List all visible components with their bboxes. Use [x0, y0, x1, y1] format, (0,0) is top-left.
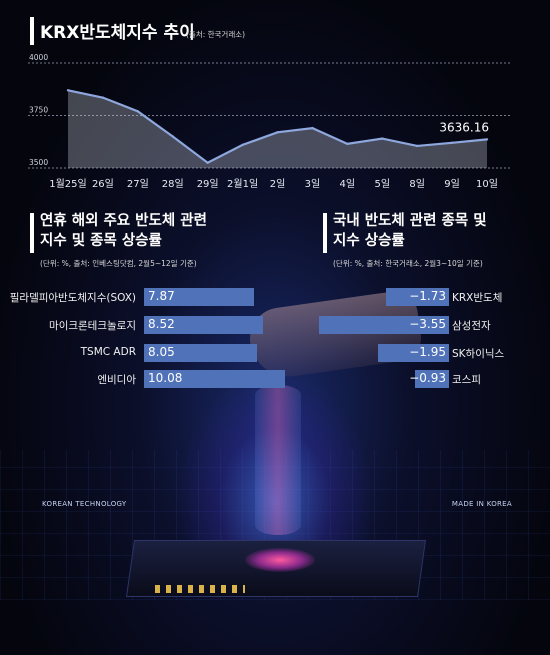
left-section-note: (단위: %, 출처: 인베스팅닷컴, 2월5~12일 기준) [40, 259, 197, 268]
bar-value-label: −1.95 [409, 345, 446, 359]
hologram-cylinder [255, 385, 301, 535]
chip-pins [155, 585, 245, 593]
bar-label: 필라델피아반도체지수(SOX) [9, 292, 136, 304]
chip-glow [245, 548, 315, 572]
made-in-korea-text: MADE IN KOREA [451, 500, 512, 508]
bar-label: SK하이닉스 [452, 348, 505, 360]
right-title-line1: 국내 반도체 관련 종목 및 [333, 213, 487, 229]
x-tick-label: 2일 [270, 178, 286, 190]
bar [319, 316, 449, 334]
bar-label: 엔비디아 [97, 374, 136, 386]
x-tick-label: 26일 [92, 178, 114, 190]
data-point [241, 143, 244, 147]
x-tick-label: 1월25일 [49, 178, 87, 190]
left-title-line2: 지수 및 종목 상승률 [40, 233, 162, 249]
x-tick-label: 28일 [162, 178, 184, 190]
data-point [171, 135, 174, 138]
data-point [450, 141, 454, 144]
data-point [136, 110, 140, 113]
bar-label: 마이크론테크놀로지 [49, 320, 136, 332]
korean-technology-text: KOREAN TECHNOLOGY [42, 500, 127, 508]
bar-label: 코스피 [452, 374, 481, 386]
x-tick-label: 5일 [374, 178, 390, 190]
right-section-note: (단위: %, 출처: 한국거래소, 2월3~10일 기준) [333, 259, 483, 268]
y-tick-label: 4000 [29, 53, 48, 62]
bar-value-label: 8.52 [148, 317, 175, 331]
x-tick-label: 8일 [409, 178, 425, 190]
data-point [101, 96, 105, 99]
data-point [66, 89, 70, 92]
bar [385, 288, 449, 306]
bar [144, 344, 257, 362]
krx-line-chart: 4000 3750 3500 1월25일 26일 27일 28일 29일 2월1일 2일 3일 4일 5… [28, 53, 510, 190]
bar-label: 삼성전자 [452, 320, 491, 332]
last-value-label: 3636.16 [439, 120, 489, 134]
x-tick-label: 4일 [340, 178, 356, 190]
right-title-line2: 지수 상승률 [333, 233, 405, 249]
x-tick-label: 29일 [197, 178, 219, 190]
data-point [276, 131, 279, 134]
bar [415, 370, 449, 388]
data-point [381, 137, 384, 140]
y-tick-label: 3750 [29, 106, 48, 115]
bar [144, 370, 286, 388]
bar-value-label: −3.55 [409, 317, 446, 331]
data-point [311, 126, 314, 130]
bar-label: TSMC ADR [80, 346, 136, 358]
bar-value-label: −0.93 [409, 371, 446, 385]
bar [377, 344, 449, 362]
data-point [346, 142, 349, 146]
right-section-title: 국내 반도체 관련 종목 및 지수 상승률 [333, 211, 487, 251]
data-point [415, 144, 419, 148]
data-point [485, 138, 489, 141]
bar-label: KRX반도체 [452, 292, 503, 304]
chart-title: KRX반도체지수 추이 [40, 23, 195, 43]
right-section-accent [323, 213, 327, 253]
left-section-title: 연휴 해외 주요 반도체 관련 지수 및 종목 상승률 [40, 211, 207, 251]
title-accent-bar [30, 17, 34, 45]
x-tick-label: 9일 [444, 178, 460, 190]
bar-value-label: 8.05 [148, 345, 175, 359]
x-tick-label: 2월1일 [227, 178, 258, 190]
left-title-line1: 연휴 해외 주요 반도체 관련 [40, 213, 207, 229]
x-tick-label: 10일 [476, 178, 498, 190]
y-tick-label: 3500 [29, 158, 48, 167]
left-section-accent [30, 213, 34, 253]
bar-value-label: −1.73 [409, 289, 446, 303]
bar [144, 316, 264, 334]
bar-value-label: 7.87 [148, 289, 175, 303]
area-fill [68, 90, 487, 168]
x-tick-label: 27일 [127, 178, 149, 190]
bar-value-label: 10.08 [148, 371, 183, 385]
data-point [206, 161, 209, 164]
chart-source: (출처: 한국거래소) [186, 30, 246, 39]
x-tick-label: 3일 [305, 178, 321, 190]
bar [144, 288, 255, 306]
